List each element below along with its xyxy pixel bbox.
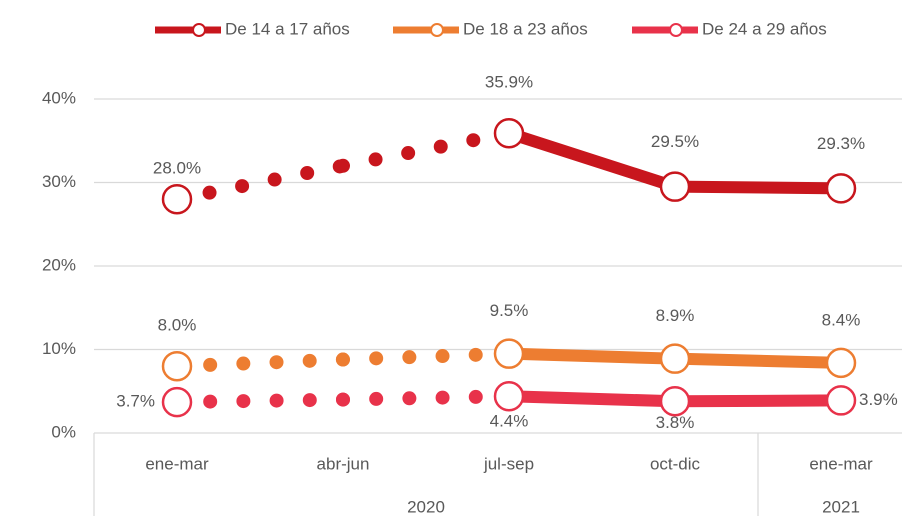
data-label: 29.5% — [651, 132, 699, 151]
point-marker — [493, 117, 525, 149]
data-label: 8.4% — [822, 310, 861, 329]
point-marker — [659, 343, 691, 374]
data-label: 3.8% — [656, 413, 695, 432]
point-marker — [825, 385, 857, 416]
legend-marker — [430, 23, 444, 37]
point-marker — [161, 183, 193, 215]
line-segment — [170, 352, 350, 374]
data-label: 35.9% — [485, 73, 533, 92]
data-label: 29.3% — [817, 134, 865, 153]
legend-label: De 24 a 29 años — [702, 19, 827, 38]
x-tick-label: jul-sep — [483, 454, 534, 473]
y-tick-label: 30% — [42, 172, 76, 191]
line-segment — [503, 127, 681, 193]
legend-label: De 14 a 17 años — [225, 19, 350, 38]
point-marker — [161, 350, 193, 382]
line-segment — [503, 390, 681, 408]
data-label: 8.0% — [158, 316, 197, 335]
line-segment — [669, 394, 847, 408]
point-marker — [659, 386, 691, 417]
line-segment — [669, 352, 847, 369]
group-label: 2021 — [822, 497, 860, 516]
data-label: 3.9% — [859, 390, 898, 409]
data-label: 28.0% — [153, 159, 201, 178]
y-tick-label: 20% — [42, 255, 76, 274]
data-label: 8.9% — [656, 306, 695, 325]
y-tick-label: 0% — [51, 422, 76, 441]
y-tick-label: 10% — [42, 339, 76, 358]
line-segment — [669, 180, 847, 195]
point-marker — [493, 338, 525, 369]
y-tick-label: 40% — [42, 88, 76, 107]
legend-marker — [669, 23, 683, 37]
line-segment — [336, 126, 516, 173]
x-tick-label: oct-dic — [650, 454, 701, 473]
data-label: 9.5% — [490, 301, 529, 320]
point-marker — [493, 381, 525, 412]
line-segment — [336, 346, 516, 367]
x-tick-label: ene-mar — [809, 454, 873, 473]
x-tick-label: ene-mar — [145, 454, 209, 473]
point-marker — [825, 347, 857, 379]
x-tick-label: abr-jun — [317, 454, 370, 473]
line-segment — [503, 347, 681, 365]
data-label: 3.7% — [116, 392, 155, 411]
point-marker — [161, 386, 193, 418]
point-marker — [659, 171, 691, 202]
line-segment — [336, 389, 516, 407]
group-label: 2020 — [407, 497, 445, 516]
point-marker — [825, 173, 857, 204]
legend-label: De 18 a 23 años — [463, 19, 588, 38]
data-label: 4.4% — [490, 412, 529, 431]
line-segment — [170, 392, 350, 410]
legend-marker — [192, 23, 206, 37]
line-segment — [170, 158, 350, 207]
